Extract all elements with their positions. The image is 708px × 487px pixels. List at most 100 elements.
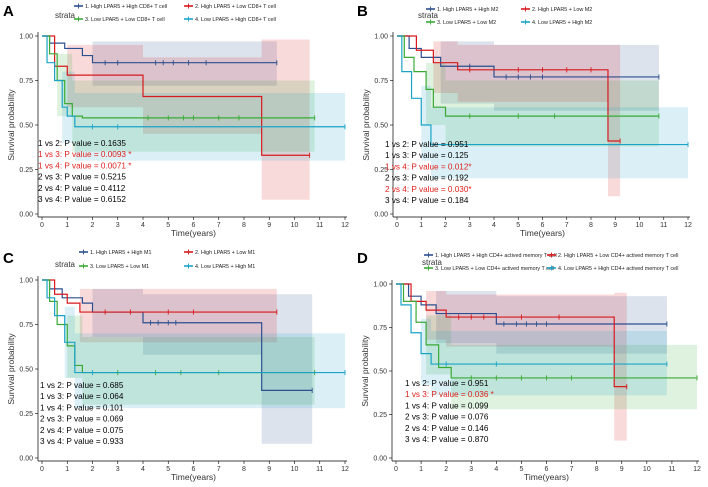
x-tick-label: 7	[217, 222, 221, 229]
pvalue-label: 2 vs 3: P value = 0.192	[385, 174, 469, 183]
ci-band	[42, 36, 315, 152]
pvalue-label: 2 vs 4: P value = 0.4112	[38, 184, 126, 193]
pvalue-label: 1 vs 3: P value = 0.0093 *	[38, 150, 132, 159]
pvalue-label: 1 vs 4: P value = 0.099	[405, 401, 489, 410]
x-tick-label: 10	[291, 222, 299, 229]
x-tick-label: 11	[316, 222, 323, 229]
x-tick-label: 5	[166, 466, 170, 473]
x-tick-label: 1	[419, 466, 423, 473]
x-tick-label: 1	[419, 222, 423, 229]
y-tick-label: 0.75	[374, 78, 388, 85]
x-tick-label: 9	[267, 466, 271, 473]
legend-item: 1. High LPAR5 + High M2	[426, 6, 498, 13]
pvalue-table: 1 vs 2: P value = 0.1635 1 vs 3: P value …	[38, 139, 132, 204]
legend-label: 4. Low LPAR5 + High M2	[532, 20, 592, 26]
panel-letter: B	[357, 3, 368, 20]
legend-label: 1. High LPAR5 + High M2	[437, 7, 498, 13]
x-tick-label: 0	[395, 222, 399, 229]
pvalue-label: 1 vs 4: P value = 0.012*	[385, 162, 472, 171]
y-axis-title: Survival probability	[361, 89, 371, 161]
pvalue-label: 3 vs 4: P value = 0.184	[385, 196, 469, 205]
pvalue-label: 1 vs 2: P value = 0.951	[385, 140, 469, 149]
y-tick-label: 0.25	[373, 412, 387, 419]
legend: strata 1. High LPAR5 + High CD8+ T cell 2.…	[55, 3, 276, 23]
x-axis-title: Time(years)	[171, 228, 216, 238]
pvalue-label: 2 vs 4: P value = 0.146	[405, 424, 489, 433]
legend-item: 2. High LPAR5 + Low CD4+ actived memory …	[547, 252, 678, 259]
x-tick-label: 11	[660, 222, 667, 229]
legend-item: 4. Low LPAR5 + High CD4+ actived memory …	[547, 265, 678, 272]
x-tick-label: 11	[668, 466, 675, 473]
x-tick-label: 2	[444, 466, 448, 473]
y-axis-title: Survival probability	[6, 333, 16, 405]
pvalue-label: 1 vs 3: P value = 0.064	[40, 392, 124, 401]
legend-item: 4. Low LPAR5 + High M1	[184, 263, 255, 270]
km-curve	[42, 279, 277, 313]
km-curve	[396, 283, 627, 388]
legend-item: 1. High LPAR5 + High CD4+ actived memory…	[424, 252, 557, 259]
legend: strata 1. High LPAR5 + High M1 2. High LPA…	[55, 249, 255, 270]
x-tick-label: 6	[192, 222, 196, 229]
x-tick-label: 0	[394, 466, 398, 473]
y-axis-title: Survival probability	[360, 335, 370, 407]
km-curve	[42, 279, 345, 374]
km-curve	[397, 35, 688, 146]
x-tick-label: 4	[141, 466, 145, 473]
y-tick-label: 1.00	[19, 33, 33, 40]
legend-item: 4. Low LPAR5 + High M2	[521, 19, 592, 26]
x-tick-label: 8	[242, 222, 246, 229]
legend-item: 2. High LPAR5 + Low M2	[521, 6, 592, 13]
x-tick-label: 8	[589, 222, 593, 229]
pvalue-label: 1 vs 3: P value = 0.036 *	[405, 390, 495, 399]
x-tick-label: 4	[141, 222, 145, 229]
pvalue-label: 2 vs 3: P value = 0.076	[405, 413, 489, 422]
pvalue-table: 1 vs 2: P value = 0.951 1 vs 3: P value =…	[385, 140, 472, 205]
legend-label: 1. High LPAR5 + High CD8+ T cell	[85, 4, 167, 10]
y-tick-label: 0.00	[19, 211, 33, 218]
ci-band	[397, 36, 621, 197]
pvalue-label: 2 vs 4: P value = 0.075	[40, 426, 124, 435]
y-tick-label: 0.50	[374, 122, 388, 129]
ci-band	[397, 36, 659, 147]
pvalue-label: 1 vs 2: P value = 0.685	[40, 381, 124, 390]
y-tick-label: 0.75	[19, 78, 33, 85]
legend-item: 3. Low LPAR5 + Low M2	[426, 19, 496, 26]
km-curve	[397, 35, 659, 117]
x-tick-label: 2	[91, 466, 95, 473]
y-tick-label: 1.00	[19, 277, 33, 284]
x-tick-label: 6	[192, 466, 196, 473]
x-tick-label: 9	[620, 466, 624, 473]
ci-band	[42, 36, 345, 161]
y-tick-label: 0.25	[19, 167, 33, 174]
x-tick-label: 5	[519, 466, 523, 473]
x-tick-label: 12	[341, 222, 349, 229]
pvalue-table: 1 vs 2: P value = 0.685 1 vs 3: P value =…	[40, 381, 124, 446]
panel-letter: C	[3, 250, 14, 267]
x-tick-label: 10	[643, 466, 651, 473]
legend-item: 1. High LPAR5 + High CD8+ T cell	[74, 3, 167, 10]
x-tick-label: 10	[636, 222, 644, 229]
legend-item: 3. Low LPAR5 + Low CD4+ actived memory T…	[424, 265, 554, 272]
km-curve	[42, 35, 315, 119]
ci-band	[42, 36, 277, 86]
x-tick-label: 3	[116, 222, 120, 229]
ci-band	[396, 284, 667, 396]
legend-label: 2. High LPAR5 + Low CD4+ actived memory …	[558, 253, 678, 259]
x-tick-label: 2	[444, 222, 448, 229]
x-tick-label: 7	[570, 466, 574, 473]
x-tick-label: 12	[341, 466, 349, 473]
legend-item: 3. Low LPAR5 + Low CD8+ T cell	[74, 16, 165, 23]
pvalue-label: 3 vs 4: P value = 0.933	[40, 437, 124, 446]
x-axis-title: Time(years)	[524, 472, 569, 482]
km-curve	[42, 279, 313, 391]
legend-item: 4. Low LPAR5 + High CD8+ T cell	[184, 16, 276, 23]
pvalue-label: 3 vs 4: P value = 0.6152	[38, 195, 126, 204]
y-tick-label: 0.50	[373, 368, 387, 375]
